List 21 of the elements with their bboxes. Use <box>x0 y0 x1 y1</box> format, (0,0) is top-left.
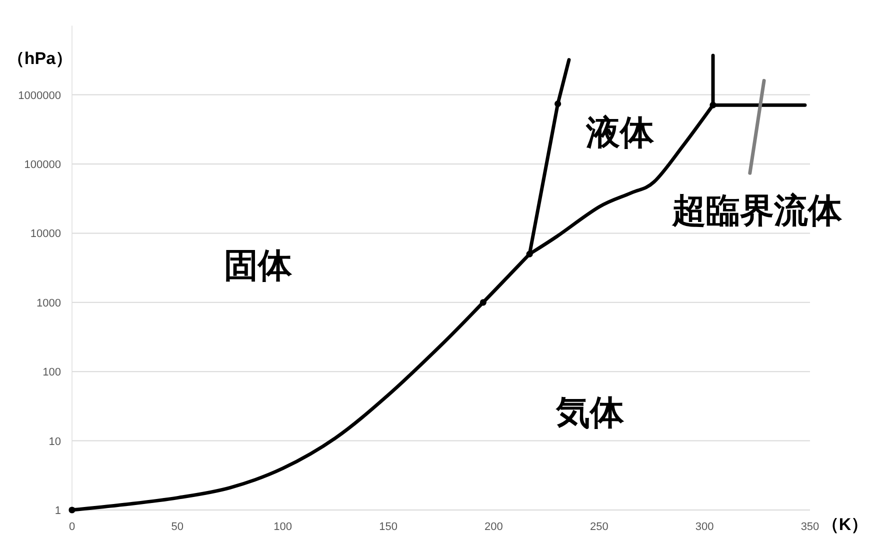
y-tick-label: 100000 <box>24 159 61 171</box>
y-tick-label: 1 <box>54 505 61 517</box>
x-tick-label: 350 <box>800 521 820 533</box>
annotation: 液体 <box>585 114 655 152</box>
y-tick-label: 10 <box>48 436 61 448</box>
annotation: 超臨界流体 <box>671 192 843 230</box>
annotation: 気体 <box>555 394 625 432</box>
y-axis-title: （hPa） <box>7 49 73 68</box>
x-tick-label: 0 <box>68 521 76 533</box>
x-axis-title: （K） <box>822 515 868 534</box>
x-tick-label: 300 <box>695 521 714 533</box>
x-tick-label: 250 <box>590 521 608 533</box>
annotation: 固体 <box>224 247 293 285</box>
y-tick-label: 100 <box>42 366 61 379</box>
x-tick-label: 150 <box>379 521 398 533</box>
y-tick-label: 1000 <box>36 297 61 310</box>
x-tick-label: 200 <box>484 521 503 533</box>
x-tick-label: 50 <box>171 521 184 533</box>
y-tick-label: 10000 <box>30 228 61 240</box>
x-tick-label: 100 <box>274 521 292 533</box>
y-tick-label: 1000000 <box>18 90 61 102</box>
